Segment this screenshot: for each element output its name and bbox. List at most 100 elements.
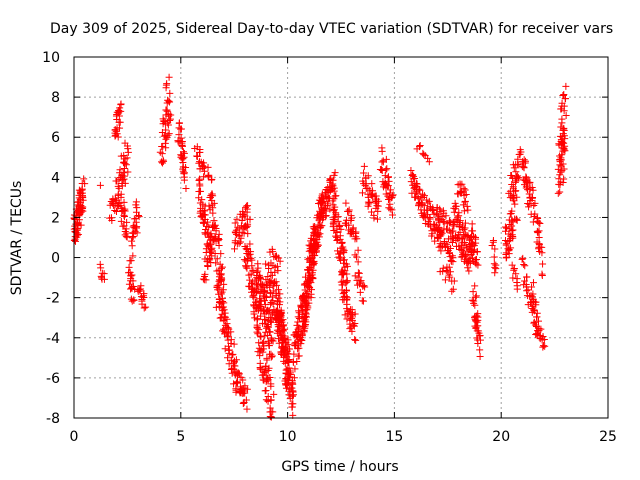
data-point <box>460 185 468 193</box>
data-point <box>472 256 480 264</box>
data-point <box>413 180 421 188</box>
x-tick-label: 5 <box>176 429 185 445</box>
data-point <box>178 142 186 150</box>
data-point <box>446 268 454 276</box>
data-point <box>264 323 272 331</box>
data-point <box>239 376 247 384</box>
y-tick-label: -8 <box>46 411 60 427</box>
data-point <box>524 286 532 294</box>
data-point <box>521 277 529 285</box>
data-point <box>389 191 397 199</box>
data-point <box>304 283 312 291</box>
data-point <box>311 223 319 231</box>
data-point <box>259 348 267 356</box>
data-point <box>306 284 314 292</box>
data-point <box>511 187 519 195</box>
data-point <box>278 316 286 324</box>
y-tick-label: -6 <box>46 371 60 387</box>
data-point <box>218 263 226 271</box>
data-point <box>425 158 433 166</box>
data-point <box>278 331 286 339</box>
data-point <box>560 132 568 140</box>
data-point <box>460 207 468 215</box>
data-point <box>357 277 365 285</box>
data-point <box>491 245 499 253</box>
data-point <box>269 248 277 256</box>
data-point <box>216 314 224 322</box>
data-point <box>175 131 183 139</box>
data-point <box>231 245 239 253</box>
data-point <box>244 230 252 238</box>
data-point <box>166 98 174 106</box>
data-point <box>275 294 283 302</box>
data-point <box>351 272 359 280</box>
data-point <box>246 240 254 248</box>
data-point <box>262 363 270 371</box>
data-point <box>79 203 87 211</box>
data-point <box>442 267 450 275</box>
data-point <box>165 130 173 138</box>
data-point <box>450 277 458 285</box>
data-point <box>437 226 445 234</box>
data-point <box>435 212 443 220</box>
data-point <box>123 233 131 241</box>
data-point <box>446 245 454 253</box>
data-point <box>416 186 424 194</box>
data-point <box>266 412 274 420</box>
data-point <box>207 241 215 249</box>
data-point <box>120 164 128 172</box>
data-point <box>159 159 167 167</box>
data-point <box>509 183 517 191</box>
data-point <box>120 213 128 221</box>
data-point <box>449 285 457 293</box>
data-point <box>284 341 292 349</box>
x-tick-label: 0 <box>70 429 79 445</box>
data-point <box>554 189 562 197</box>
data-point <box>262 260 270 268</box>
data-point <box>513 285 521 293</box>
data-point <box>369 187 377 195</box>
data-point <box>241 222 249 230</box>
data-point <box>540 335 548 343</box>
data-point <box>340 246 348 254</box>
data-point <box>514 155 522 163</box>
data-point <box>559 160 567 168</box>
data-point <box>274 267 282 275</box>
data-point <box>505 245 513 253</box>
data-point <box>225 349 233 357</box>
data-point <box>328 185 336 193</box>
data-point <box>199 164 207 172</box>
data-point <box>352 228 360 236</box>
data-point <box>299 330 307 338</box>
data-point <box>177 134 185 142</box>
data-point <box>114 203 122 211</box>
data-point <box>243 208 251 216</box>
data-point <box>338 271 346 279</box>
data-point <box>502 251 510 259</box>
data-point <box>74 230 82 238</box>
data-point <box>333 229 341 237</box>
data-point <box>210 199 218 207</box>
data-point <box>280 327 288 335</box>
data-point <box>116 104 124 112</box>
data-point <box>520 261 528 269</box>
data-point <box>117 202 125 210</box>
data-point <box>240 223 248 231</box>
data-point <box>218 265 226 273</box>
data-point <box>560 91 568 99</box>
x-tick-label: 25 <box>599 429 617 445</box>
data-point <box>340 256 348 264</box>
data-point <box>513 216 521 224</box>
data-point <box>248 262 256 270</box>
data-point <box>440 218 448 226</box>
data-point <box>469 227 477 235</box>
data-point <box>111 195 119 203</box>
data-point <box>535 227 543 235</box>
data-point <box>559 178 567 186</box>
plot-frame <box>73 56 609 419</box>
data-point <box>276 315 284 323</box>
data-point <box>267 353 275 361</box>
data-point <box>559 139 567 147</box>
data-point <box>302 313 310 321</box>
